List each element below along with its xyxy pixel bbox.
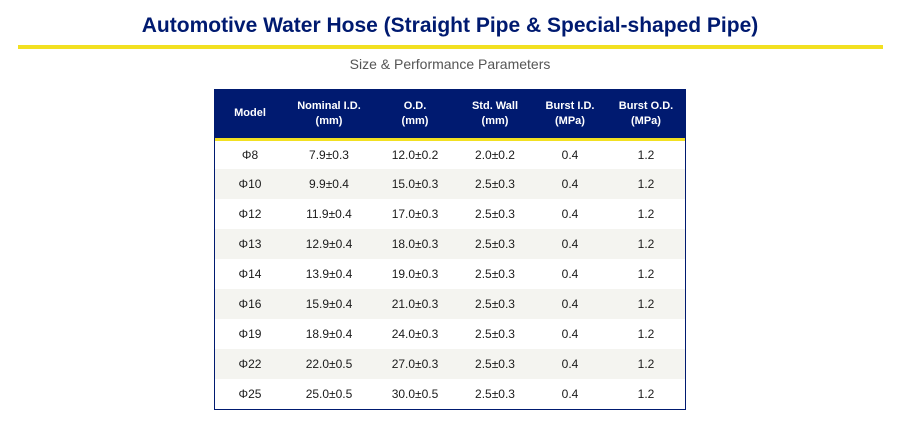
column-header-label: Model — [234, 107, 266, 120]
table-row: Φ25 25.0±0.5 30.0±0.5 2.5±0.3 0.4 1.2 — [215, 379, 685, 409]
cell-model: Φ25 — [238, 387, 262, 401]
title-underline — [18, 45, 883, 49]
column-header-burst-id: Burst I.D. (MPa) — [533, 90, 607, 141]
cell-burst-id: 0.4 — [561, 387, 579, 401]
cell-model: Φ10 — [238, 177, 262, 191]
cell-burst-od: 1.2 — [637, 357, 655, 371]
cell-nominal-id: 25.0±0.5 — [305, 387, 353, 401]
column-header-label: Burst O.D. — [618, 99, 674, 112]
column-header-unit: (MPa) — [555, 114, 585, 127]
column-header-model: Model — [215, 90, 285, 141]
cell-model: Φ12 — [238, 207, 262, 221]
cell-model: Φ16 — [238, 297, 262, 311]
cell-nominal-id: 12.9±0.4 — [305, 237, 353, 251]
cell-od: 19.0±0.3 — [391, 267, 439, 281]
cell-nominal-id: 22.0±0.5 — [305, 357, 353, 371]
cell-od: 27.0±0.3 — [391, 357, 439, 371]
cell-burst-od: 1.2 — [637, 177, 655, 191]
column-header-unit: (mm) — [315, 114, 343, 127]
cell-burst-id: 0.4 — [561, 207, 579, 221]
cell-burst-od: 1.2 — [637, 207, 655, 221]
parameters-table: Model Nominal I.D. (mm) O.D. (mm) Std. W… — [215, 90, 685, 409]
cell-std-wall: 2.5±0.3 — [475, 237, 515, 251]
table-header: Model Nominal I.D. (mm) O.D. (mm) Std. W… — [215, 90, 685, 141]
cell-burst-od: 1.2 — [637, 147, 655, 162]
table-header-row: Model Nominal I.D. (mm) O.D. (mm) Std. W… — [215, 90, 685, 141]
cell-burst-od: 1.2 — [637, 297, 655, 311]
cell-burst-od: 1.2 — [637, 327, 655, 341]
cell-model: Φ8 — [241, 147, 259, 162]
column-header-label: O.D. — [403, 99, 427, 112]
cell-burst-id: 0.4 — [561, 327, 579, 341]
column-header-label: Std. Wall — [471, 99, 519, 112]
cell-model: Φ14 — [238, 267, 262, 281]
cell-od: 21.0±0.3 — [391, 297, 439, 311]
cell-model: Φ13 — [238, 237, 262, 251]
page-title: Automotive Water Hose (Straight Pipe & S… — [141, 14, 759, 37]
column-header-nominal-id: Nominal I.D. (mm) — [285, 90, 373, 141]
cell-burst-od: 1.2 — [637, 237, 655, 251]
cell-od: 18.0±0.3 — [391, 237, 439, 251]
cell-std-wall: 2.5±0.3 — [475, 177, 515, 191]
cell-od: 24.0±0.3 — [391, 327, 439, 341]
cell-std-wall: 2.0±0.2 — [475, 147, 515, 162]
column-header-label: Burst I.D. — [545, 99, 595, 112]
cell-std-wall: 2.5±0.3 — [475, 267, 515, 281]
table-row: Φ14 13.9±0.4 19.0±0.3 2.5±0.3 0.4 1.2 — [215, 259, 685, 289]
column-header-od: O.D. (mm) — [373, 90, 457, 141]
cell-burst-id: 0.4 — [561, 237, 579, 251]
page-subtitle: Size & Performance Parameters — [349, 56, 551, 72]
cell-nominal-id: 11.9±0.4 — [306, 207, 352, 221]
cell-od: 12.0±0.2 — [391, 147, 439, 162]
column-header-unit: (MPa) — [631, 114, 661, 127]
cell-std-wall: 2.5±0.3 — [475, 387, 515, 401]
cell-burst-id: 0.4 — [561, 147, 579, 162]
cell-burst-od: 1.2 — [637, 387, 655, 401]
cell-model: Φ19 — [238, 327, 262, 341]
cell-burst-id: 0.4 — [561, 177, 579, 191]
cell-std-wall: 2.5±0.3 — [475, 207, 515, 221]
table-row: Φ22 22.0±0.5 27.0±0.3 2.5±0.3 0.4 1.2 — [215, 349, 685, 379]
table-row: Φ8 7.9±0.3 12.0±0.2 2.0±0.2 0.4 1.2 — [215, 139, 685, 169]
cell-burst-id: 0.4 — [561, 267, 579, 281]
cell-std-wall: 2.5±0.3 — [475, 297, 515, 311]
cell-nominal-id: 18.9±0.4 — [305, 327, 353, 341]
cell-nominal-id: 9.9±0.4 — [309, 177, 349, 191]
cell-od: 15.0±0.3 — [391, 177, 439, 191]
cell-burst-id: 0.4 — [561, 357, 579, 371]
table-row: Φ19 18.9±0.4 24.0±0.3 2.5±0.3 0.4 1.2 — [215, 319, 685, 349]
table-body: Φ8 7.9±0.3 12.0±0.2 2.0±0.2 0.4 1.2 Φ10 … — [215, 139, 685, 409]
cell-std-wall: 2.5±0.3 — [475, 357, 515, 371]
column-header-label: Nominal I.D. — [297, 99, 361, 112]
cell-std-wall: 2.5±0.3 — [475, 327, 515, 341]
cell-nominal-id: 7.9±0.3 — [309, 147, 349, 162]
table-row: Φ10 9.9±0.4 15.0±0.3 2.5±0.3 0.4 1.2 — [215, 169, 685, 199]
cell-nominal-id: 13.9±0.4 — [305, 267, 353, 281]
column-header-burst-od: Burst O.D. (MPa) — [607, 90, 685, 141]
column-header-unit: (mm) — [401, 114, 429, 127]
column-header-std-wall: Std. Wall (mm) — [457, 90, 533, 141]
parameters-table-container: Model Nominal I.D. (mm) O.D. (mm) Std. W… — [214, 89, 686, 410]
cell-burst-id: 0.4 — [561, 297, 579, 311]
table-row: Φ12 11.9±0.4 17.0±0.3 2.5±0.3 0.4 1.2 — [215, 199, 685, 229]
cell-model: Φ22 — [238, 357, 262, 371]
cell-burst-od: 1.2 — [637, 267, 655, 281]
table-row: Φ13 12.9±0.4 18.0±0.3 2.5±0.3 0.4 1.2 — [215, 229, 685, 259]
table-row: Φ16 15.9±0.4 21.0±0.3 2.5±0.3 0.4 1.2 — [215, 289, 685, 319]
cell-od: 30.0±0.5 — [391, 387, 439, 401]
cell-nominal-id: 15.9±0.4 — [305, 297, 353, 311]
column-header-unit: (mm) — [481, 114, 509, 127]
cell-od: 17.0±0.3 — [391, 207, 439, 221]
